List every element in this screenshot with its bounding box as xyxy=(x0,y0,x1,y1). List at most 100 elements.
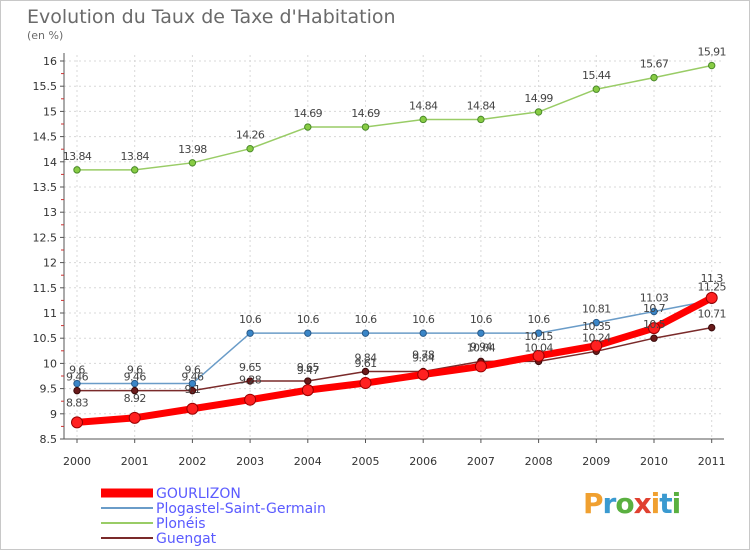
brand-letter: i xyxy=(671,487,682,520)
data-point xyxy=(534,329,543,337)
data-label: 9.65 xyxy=(239,361,262,374)
data-point xyxy=(419,329,427,337)
data-label: 8.83 xyxy=(66,396,89,409)
data-point xyxy=(419,115,427,124)
data-label: 9.6 xyxy=(69,364,85,377)
data-label: 9.78 xyxy=(412,348,435,361)
data-point xyxy=(246,329,254,337)
y-tick-label: 15 xyxy=(43,105,57,118)
data-label: 15.67 xyxy=(640,58,669,71)
data-point xyxy=(592,318,600,327)
x-tick-label: 2010 xyxy=(640,455,668,468)
y-tick-label: 9 xyxy=(50,408,57,421)
data-label: 9.46 xyxy=(124,371,147,384)
data-label: 10.6 xyxy=(470,313,493,326)
y-tick-label: 16 xyxy=(43,55,57,68)
data-label: 13.98 xyxy=(178,143,207,156)
data-label: 9.28 xyxy=(239,374,262,387)
y-tick-label: 8.5 xyxy=(40,433,58,446)
data-point xyxy=(648,322,660,335)
legend-label: Plogastel-Saint-Germain xyxy=(156,501,326,517)
data-point xyxy=(361,123,370,131)
brand-letter: i xyxy=(650,487,661,520)
data-label: 9.6 xyxy=(127,364,143,377)
data-point xyxy=(131,379,139,388)
x-tick-label: 2007 xyxy=(467,455,495,468)
chart-title: Evolution du Taux de Taxe d'Habitation xyxy=(27,6,396,28)
data-point xyxy=(650,334,658,342)
plot-area xyxy=(64,55,724,439)
data-label: 15.44 xyxy=(582,69,611,82)
brand-letter: x xyxy=(633,487,652,520)
chart-subtitle: (en %) xyxy=(27,29,64,42)
x-tick-label: 2004 xyxy=(294,455,322,468)
data-label: 11.3 xyxy=(701,272,724,285)
data-point xyxy=(417,368,430,381)
data-label: 14.84 xyxy=(409,99,438,112)
data-point xyxy=(708,323,716,332)
data-label: 8.92 xyxy=(124,392,146,405)
brand-logo: Proxiti xyxy=(583,487,682,520)
legend-label: Guengat xyxy=(156,531,217,547)
x-tick-label: 2001 xyxy=(121,455,149,468)
brand-letter: o xyxy=(615,487,634,520)
data-point xyxy=(477,329,485,337)
y-tick-label: 11 xyxy=(43,307,57,320)
y-tick-label: 12 xyxy=(43,257,57,270)
x-tick-label: 2002 xyxy=(178,455,206,468)
data-label: 10.04 xyxy=(524,341,553,354)
data-point xyxy=(188,386,197,395)
legend-label: GOURLIZON xyxy=(156,486,241,502)
data-point xyxy=(128,411,141,424)
x-tick-label: 2005 xyxy=(352,455,380,468)
data-label: 10.6 xyxy=(528,313,551,326)
y-tick-label: 14 xyxy=(43,156,57,169)
data-label: 10.15 xyxy=(524,330,553,343)
data-point xyxy=(188,159,197,167)
data-label: 9.84 xyxy=(412,351,435,364)
data-label: 9.46 xyxy=(66,371,89,384)
data-label: 10.5 xyxy=(643,318,666,331)
series-line-0 xyxy=(76,294,714,426)
y-tick-label: 13 xyxy=(43,206,57,219)
data-point xyxy=(361,329,370,337)
brand-letter: r xyxy=(602,487,617,520)
data-label: 10.6 xyxy=(354,313,377,326)
data-point xyxy=(705,291,718,304)
data-label: 9.46 xyxy=(181,371,204,384)
data-point xyxy=(359,377,372,390)
data-label: 10.7 xyxy=(643,302,666,315)
data-label: 9.94 xyxy=(470,340,493,353)
x-tick-label: 2009 xyxy=(582,455,610,468)
data-point xyxy=(131,386,139,395)
data-label: 14.69 xyxy=(294,107,323,120)
y-tick-label: 9.5 xyxy=(40,383,58,396)
data-label: 13.84 xyxy=(63,150,92,163)
data-point xyxy=(650,73,658,82)
data-label: 10.71 xyxy=(697,308,726,321)
data-point xyxy=(304,123,312,131)
y-tick-label: 10 xyxy=(43,357,57,370)
data-label: 9.1 xyxy=(185,383,201,396)
data-label: 10.24 xyxy=(582,331,611,344)
data-label: 14.84 xyxy=(467,99,496,112)
data-point xyxy=(186,402,199,415)
y-tick-label: 12.5 xyxy=(33,231,58,244)
data-label: 11.25 xyxy=(697,280,726,293)
x-tick-label: 2008 xyxy=(525,455,553,468)
data-point xyxy=(188,379,197,388)
x-tick-label: 2011 xyxy=(698,455,726,468)
series-line-2 xyxy=(77,64,712,171)
data-point xyxy=(304,329,312,337)
data-label: 13.84 xyxy=(120,150,149,163)
data-point xyxy=(708,61,716,70)
data-label: 10.6 xyxy=(412,313,435,326)
data-point xyxy=(477,115,485,124)
legend-label: Plonéis xyxy=(156,516,206,532)
data-label: 11.03 xyxy=(640,291,669,304)
data-point xyxy=(650,307,658,316)
data-label: 15.91 xyxy=(697,46,726,59)
brand-letter: t xyxy=(659,487,672,520)
